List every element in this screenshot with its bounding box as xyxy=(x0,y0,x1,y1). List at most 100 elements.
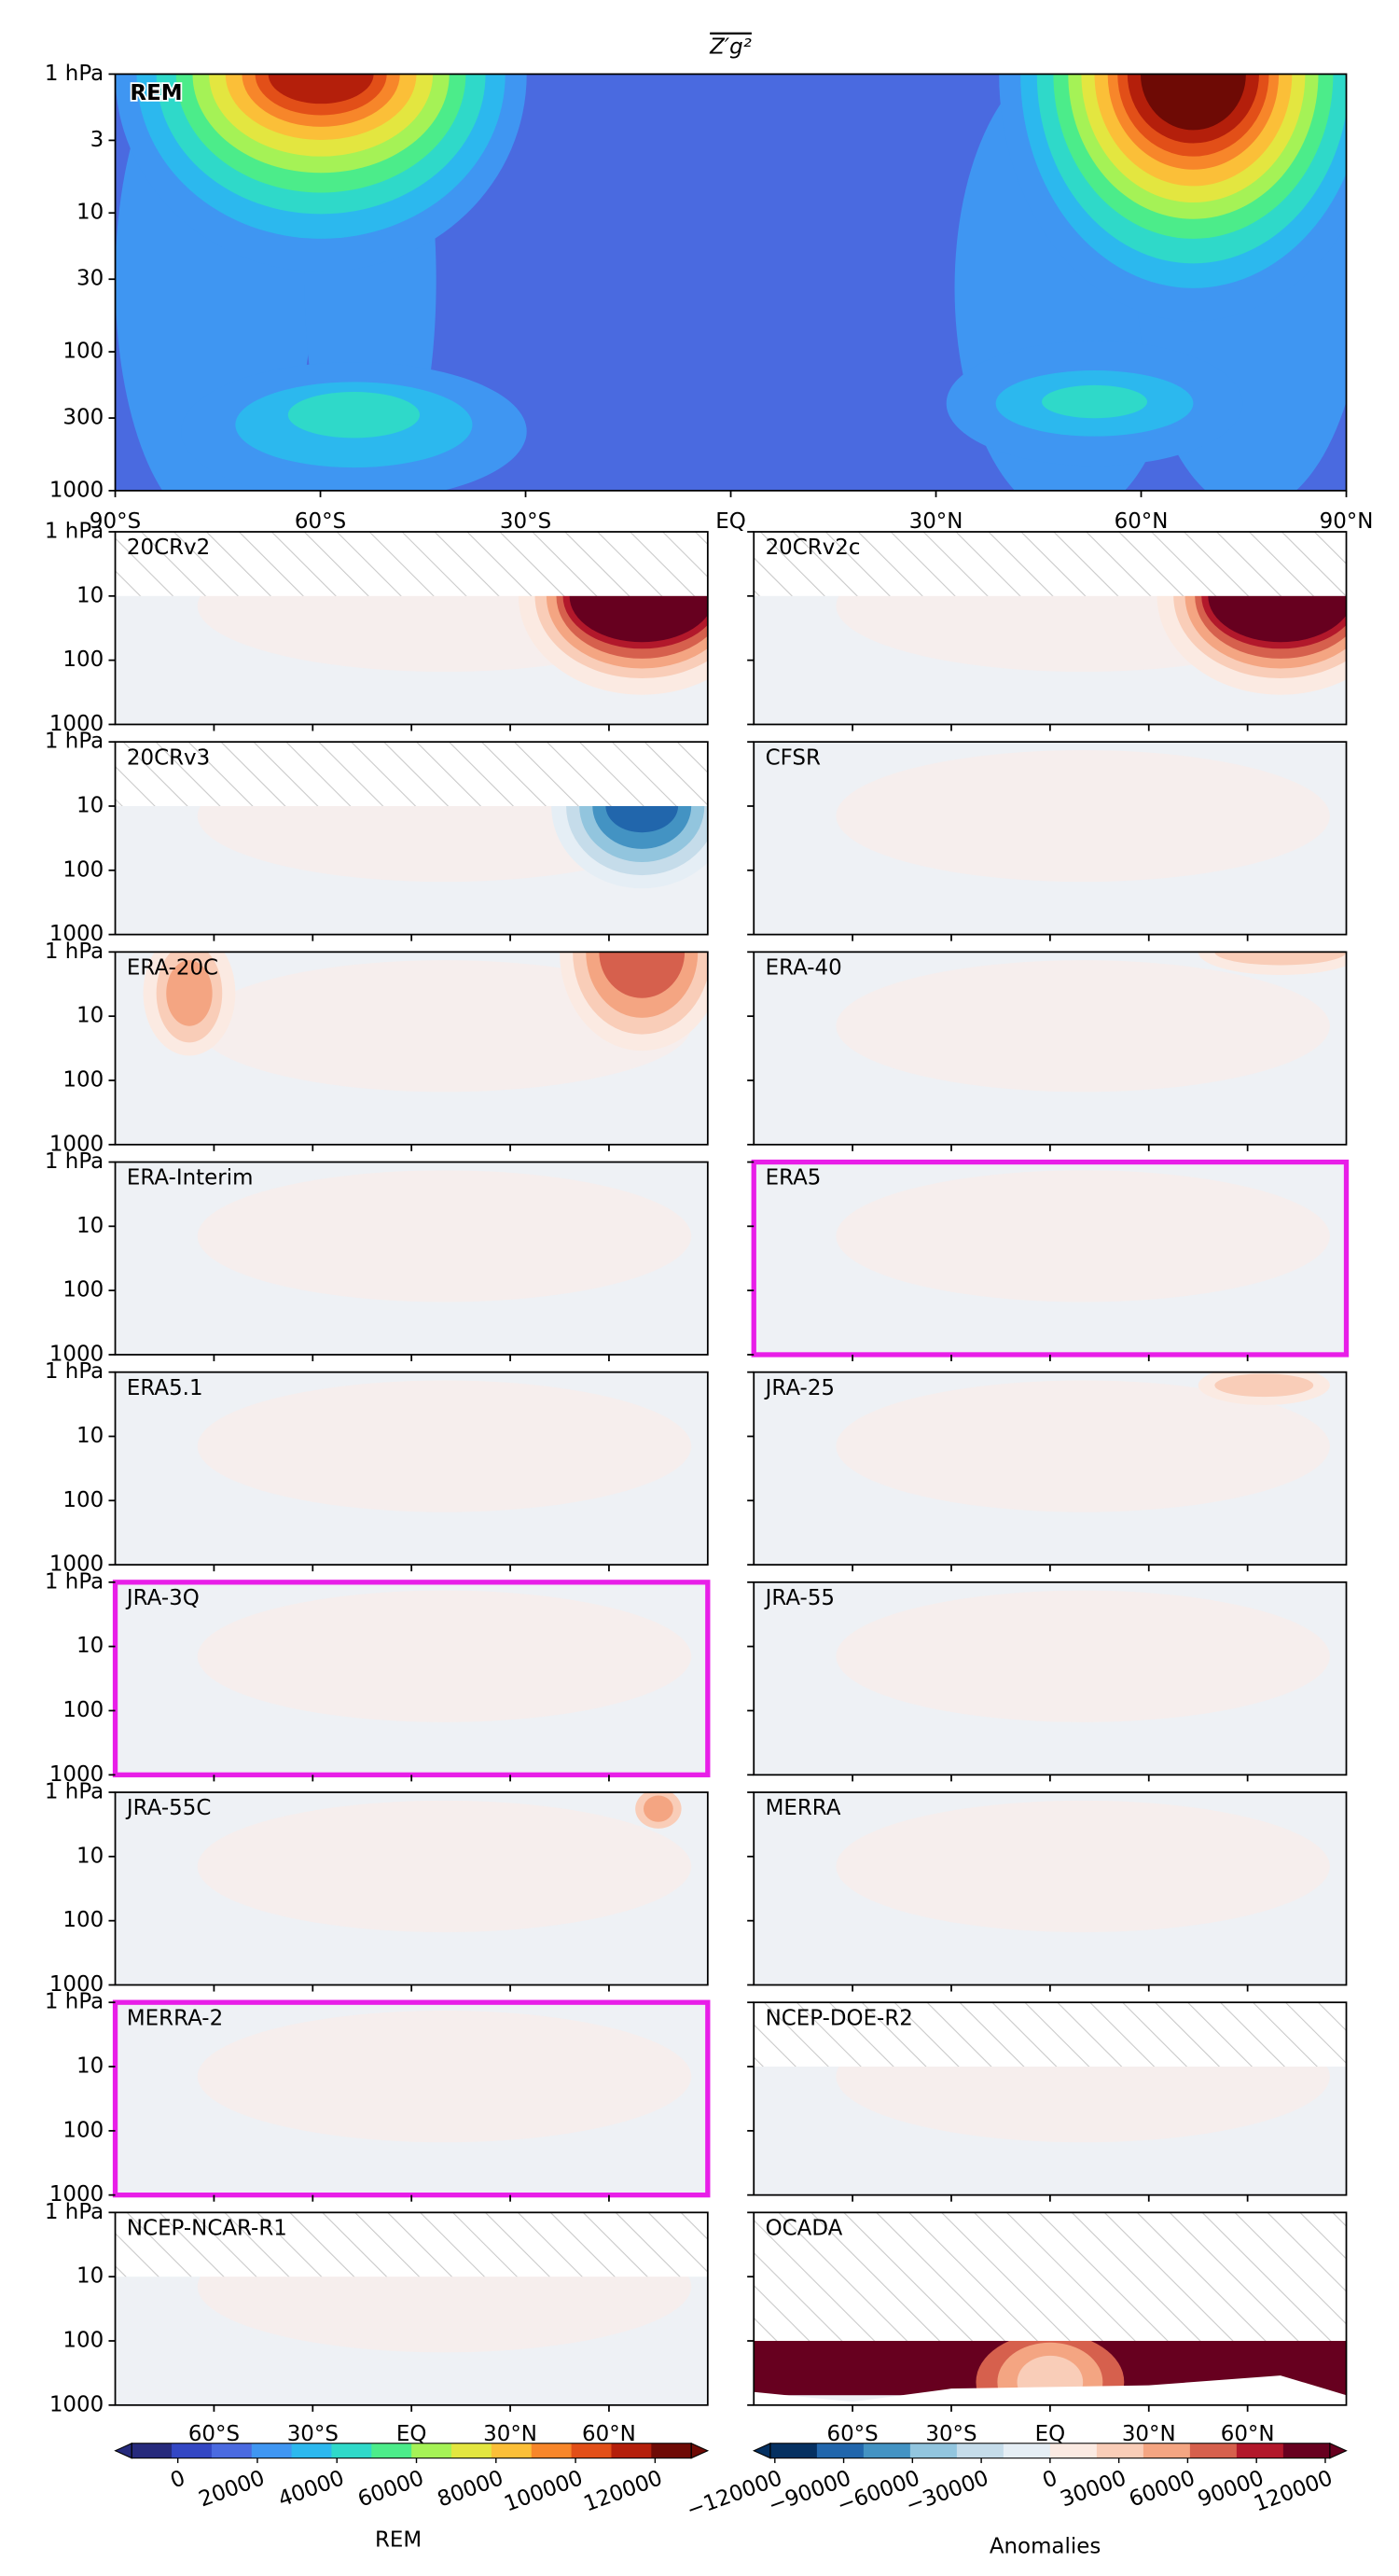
anomaly-tint xyxy=(197,1170,692,1302)
colorbar-swatch xyxy=(371,2443,412,2458)
y-tick-label: 1000 xyxy=(49,1553,104,1577)
colorbar-tick-label: 0 xyxy=(167,2466,188,2493)
panel-field xyxy=(754,742,1347,935)
colorbar-tick-label: 100000 xyxy=(501,2466,586,2516)
y-tick-label: 1 hPa xyxy=(45,940,104,964)
y-tick-label: 100 xyxy=(62,2329,104,2353)
panel-name: MERRA xyxy=(766,1796,841,1820)
hatched-region xyxy=(754,2002,1347,2068)
x-tick-label: 60°S xyxy=(295,509,346,534)
x-tick-label: 30°S xyxy=(500,509,551,534)
panel-name: OCADA xyxy=(766,2217,843,2241)
anomaly-tint xyxy=(836,1380,1330,1512)
colorbar-swatch xyxy=(1236,2443,1284,2458)
hatched-region xyxy=(115,531,708,596)
y-tick-label: 10 xyxy=(76,793,104,817)
colorbar-swatch xyxy=(1049,2443,1098,2458)
anomaly-tint xyxy=(197,1800,692,1933)
panel-name: 20CRv2c xyxy=(766,536,861,560)
y-tick-label: 1000 xyxy=(49,2182,104,2207)
panel-field xyxy=(115,1792,708,1985)
y-tick-label: 3 xyxy=(90,128,104,152)
panel-field xyxy=(115,1581,708,1775)
panel-field xyxy=(754,1792,1347,1985)
colorbar-extend xyxy=(114,2442,132,2459)
y-tick-label: 30 xyxy=(76,267,104,291)
contour-field xyxy=(115,74,1347,491)
panel-field xyxy=(754,1162,1347,1355)
y-tick-label: 10 xyxy=(76,201,104,225)
y-tick-label: 100 xyxy=(62,2118,104,2142)
colorbar-swatch xyxy=(211,2443,253,2458)
colorbar-swatch xyxy=(1096,2443,1144,2458)
y-tick-label: 1000 xyxy=(49,1342,104,1366)
panel-name: JRA-55C xyxy=(125,1796,211,1820)
anomaly-tint xyxy=(836,1590,1330,1722)
panel-frame xyxy=(114,1371,709,1566)
y-tick-label: 100 xyxy=(62,1698,104,1722)
hatched-region xyxy=(754,531,1347,596)
y-tick-label: 1000 xyxy=(49,1972,104,1997)
colorbar-swatch xyxy=(571,2443,613,2458)
panel-frame xyxy=(753,1371,1348,1566)
missing-area xyxy=(754,2375,1347,2405)
anomaly-tint xyxy=(197,1380,692,1512)
y-tick-label: 1 hPa xyxy=(45,519,104,543)
anomaly-tint xyxy=(836,960,1330,1093)
anomaly-tint xyxy=(836,1170,1330,1302)
x-tick-label: 30°N xyxy=(1122,2422,1176,2446)
contour-band xyxy=(1140,74,1246,131)
colorbar-swatch xyxy=(651,2443,692,2458)
panel-field xyxy=(115,531,708,725)
panel-field xyxy=(115,952,708,1145)
panel-field xyxy=(115,742,708,935)
colorbar-frame xyxy=(131,2443,692,2459)
panel-field xyxy=(115,2002,708,2195)
contour-band xyxy=(1042,384,1147,419)
colorbar-tick-label: 30000 xyxy=(1058,2466,1129,2512)
x-tick-label: 60°N xyxy=(582,2422,636,2446)
y-tick-label: 10 xyxy=(76,2264,104,2289)
y-tick-label: 100 xyxy=(62,647,104,672)
y-tick-label: 100 xyxy=(62,340,104,364)
colorbar-label: Anomalies xyxy=(990,2534,1101,2558)
chart-title: Z′g² xyxy=(709,35,752,60)
panel-name: ERA5 xyxy=(766,1166,822,1191)
panel-field xyxy=(115,1372,708,1566)
panel-field xyxy=(754,1581,1347,1775)
y-tick-label: 100 xyxy=(62,1488,104,1512)
x-tick-label: 60°N xyxy=(1115,509,1169,534)
anomaly-band xyxy=(599,952,686,998)
y-tick-label: 1 hPa xyxy=(45,730,104,754)
colorbar-tick-label: 40000 xyxy=(275,2466,347,2512)
y-tick-label: 1 hPa xyxy=(45,62,104,86)
panel-name: MERRA-2 xyxy=(127,2006,223,2030)
colorbar-swatch xyxy=(1282,2443,1331,2458)
x-tick-label: EQ xyxy=(396,2422,427,2446)
anomaly-band xyxy=(1214,952,1347,966)
anomaly-band xyxy=(644,1795,673,1822)
hatched-region xyxy=(754,2212,1347,2342)
anomaly-band xyxy=(1214,1373,1314,1398)
panel-name: JRA-25 xyxy=(764,1376,835,1400)
y-tick-label: 1000 xyxy=(49,1132,104,1156)
y-tick-label: 1000 xyxy=(49,478,104,502)
x-tick-label: 90°S xyxy=(90,509,141,534)
x-tick-label: 30°S xyxy=(925,2422,977,2446)
anomaly-tint xyxy=(836,1800,1330,1933)
y-tick-label: 10 xyxy=(76,1424,104,1448)
x-tick-label: EQ xyxy=(715,509,746,534)
panel-label: REM xyxy=(130,81,182,105)
colorbar-swatch xyxy=(769,2443,818,2458)
anomaly-band xyxy=(166,960,213,1026)
y-tick-label: 1 hPa xyxy=(45,2200,104,2224)
x-tick-label: 60°S xyxy=(188,2422,240,2446)
colorbar-swatch xyxy=(451,2443,492,2458)
x-tick-label: EQ xyxy=(1035,2422,1066,2446)
contour-band xyxy=(287,391,421,439)
y-tick-label: 10 xyxy=(76,1004,104,1028)
y-tick-label: 10 xyxy=(76,1844,104,1868)
x-tick-label: 60°N xyxy=(1221,2422,1275,2446)
panel-name: JRA-55 xyxy=(764,1586,835,1610)
panel-name: JRA-3Q xyxy=(125,1586,200,1610)
